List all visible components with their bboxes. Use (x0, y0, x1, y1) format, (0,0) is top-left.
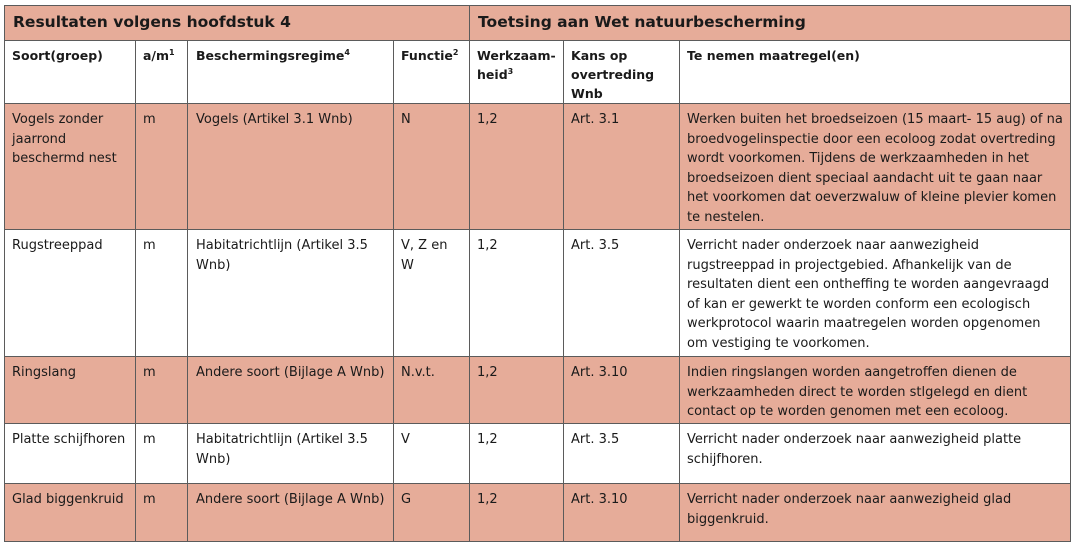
cell-regime: Andere soort (Bijlage A Wnb) (187, 356, 394, 424)
table-row: Glad biggenkruid m Andere soort (Bijlage… (4, 483, 1072, 542)
cell-werkzaamheid: 1,2 (469, 229, 565, 357)
cell-functie: V, Z en W (392, 229, 471, 357)
cell-am: m (135, 483, 188, 542)
section-title-results: Resultaten volgens hoofdstuk 4 (3, 5, 471, 41)
table-row: Platte schijfhoren m Habitatrichtlijn (A… (4, 423, 1072, 484)
table-row: Rugstreeppad m Habitatrichtlijn (Artikel… (4, 229, 1072, 357)
cell-am: m (135, 103, 188, 230)
cell-regime: Vogels (Artikel 3.1 Wnb) (187, 103, 394, 230)
column-header-werkzaamheid: Werkzaam-heid3 (469, 40, 565, 104)
table-row: Vogels zonder jaarrond beschermd nest m … (4, 103, 1072, 230)
cell-maatregel: Indien ringslangen worden aangetroffen d… (679, 356, 1072, 424)
cell-kans: Art. 3.1 (563, 103, 681, 230)
cell-functie: N.v.t. (392, 356, 471, 424)
cell-kans: Art. 3.10 (563, 483, 681, 542)
cell-maatregel: Verricht nader onderzoek naar aanwezighe… (679, 423, 1072, 484)
table-row: Ringslang m Andere soort (Bijlage A Wnb)… (4, 356, 1072, 424)
cell-functie: G (392, 483, 471, 542)
column-header-regime: Beschermingsregime4 (187, 40, 394, 104)
cell-am: m (135, 423, 188, 484)
table-header-row: Soort(groep) a/m1 Beschermingsregime4 Fu… (4, 40, 1072, 104)
cell-werkzaamheid: 1,2 (469, 103, 565, 230)
cell-regime: Andere soort (Bijlage A Wnb) (187, 483, 394, 542)
cell-kans: Art. 3.10 (563, 356, 681, 424)
column-header-am: a/m1 (135, 40, 188, 104)
cell-regime: Habitatrichtlijn (Artikel 3.5 Wnb) (187, 423, 394, 484)
cell-werkzaamheid: 1,2 (469, 423, 565, 484)
cell-am: m (135, 229, 188, 357)
cell-soort: Glad biggenkruid (4, 483, 136, 542)
cell-soort: Rugstreeppad (4, 229, 136, 357)
section-band-row: Resultaten volgens hoofdstuk 4 Toetsing … (3, 5, 1072, 41)
cell-soort: Ringslang (4, 356, 136, 424)
cell-maatregel: Verricht nader onderzoek naar aanwezighe… (679, 229, 1072, 357)
column-header-functie: Functie2 (392, 40, 471, 104)
cell-werkzaamheid: 1,2 (469, 483, 565, 542)
cell-am: m (135, 356, 188, 424)
results-table: Resultaten volgens hoofdstuk 4 Toetsing … (3, 5, 1072, 542)
cell-kans: Art. 3.5 (563, 229, 681, 357)
cell-soort: Vogels zonder jaarrond beschermd nest (4, 103, 136, 230)
cell-maatregel: Verricht nader onderzoek naar aanwezighe… (679, 483, 1072, 542)
cell-functie: V (392, 423, 471, 484)
cell-kans: Art. 3.5 (563, 423, 681, 484)
cell-werkzaamheid: 1,2 (469, 356, 565, 424)
column-header-maatregel: Te nemen maatregel(en) (679, 40, 1072, 104)
column-header-soort: Soort(groep) (4, 40, 136, 104)
column-header-kans: Kans op overtreding Wnb (563, 40, 681, 104)
cell-functie: N (392, 103, 471, 230)
cell-regime: Habitatrichtlijn (Artikel 3.5 Wnb) (187, 229, 394, 357)
cell-soort: Platte schijfhoren (4, 423, 136, 484)
cell-maatregel: Werken buiten het broedseizoen (15 maart… (679, 103, 1072, 230)
section-title-assessment: Toetsing aan Wet natuurbescherming (469, 5, 1072, 41)
